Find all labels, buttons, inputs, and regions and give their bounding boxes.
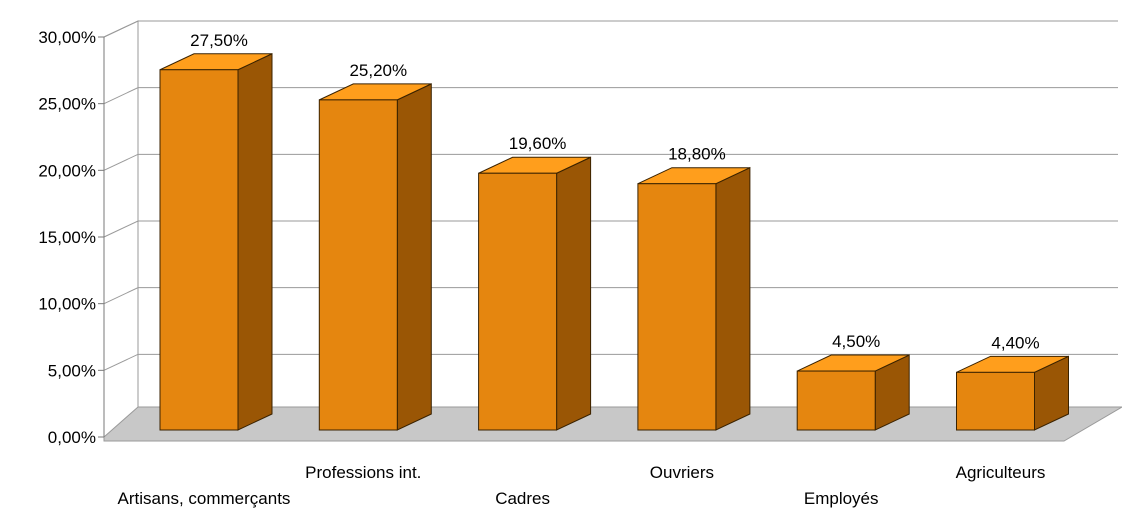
bar-front: [796, 370, 876, 431]
gridline: [103, 20, 1118, 38]
category-label: Artisans, commerçants: [118, 489, 291, 508]
bar: [796, 354, 910, 431]
category-label: Ouvriers: [650, 463, 714, 482]
data-label: 27,50%: [190, 31, 248, 50]
bar: [159, 52, 273, 431]
bar-side: [396, 83, 432, 431]
bar-front: [637, 183, 717, 431]
bar-side: [715, 166, 751, 431]
bar-side: [556, 156, 592, 431]
data-label: 18,80%: [668, 145, 726, 164]
gridline: [103, 153, 1118, 171]
gridline: [103, 287, 1118, 305]
data-label: 4,40%: [991, 333, 1039, 352]
data-label: 4,50%: [832, 332, 880, 351]
gridlines: [103, 20, 1118, 371]
gridline: [103, 87, 1118, 105]
bar: [318, 83, 432, 431]
bar-front: [318, 99, 398, 431]
bar: [478, 156, 592, 431]
bar: [637, 166, 751, 431]
y-tick-label: 5,00%: [48, 361, 96, 380]
category-label: Agriculteurs: [956, 463, 1046, 482]
category-label: Cadres: [495, 489, 550, 508]
category-labels: Artisans, commerçants Professions int. Cad…: [118, 463, 1046, 508]
category-label: Employés: [804, 489, 879, 508]
bar: [956, 355, 1069, 431]
y-tick-label: 30,00%: [38, 28, 96, 47]
y-tick-label: 15,00%: [38, 228, 96, 247]
gridline: [103, 220, 1118, 238]
data-label: 19,60%: [509, 134, 567, 153]
y-tick-label: 25,00%: [38, 95, 96, 114]
y-tick-label: 10,00%: [38, 295, 96, 314]
data-label: 25,20%: [349, 61, 407, 80]
bar-side: [237, 52, 273, 431]
bar-front: [478, 172, 558, 431]
y-tick-label: 20,00%: [38, 161, 96, 180]
category-label: Professions int.: [305, 463, 421, 482]
y-axis-ticks: 0,00% 5,00% 10,00% 15,00% 20,00% 25,00% 30,00%: [38, 28, 105, 447]
bar-front: [956, 371, 1035, 431]
bars: [159, 52, 1069, 431]
data-labels: 27,50% 25,20% 19,60% 18,80% 4,50% 4,40%: [190, 31, 1039, 353]
y-tick-label: 0,00%: [48, 428, 96, 447]
bar-front: [159, 69, 239, 431]
gridline: [103, 353, 1118, 371]
